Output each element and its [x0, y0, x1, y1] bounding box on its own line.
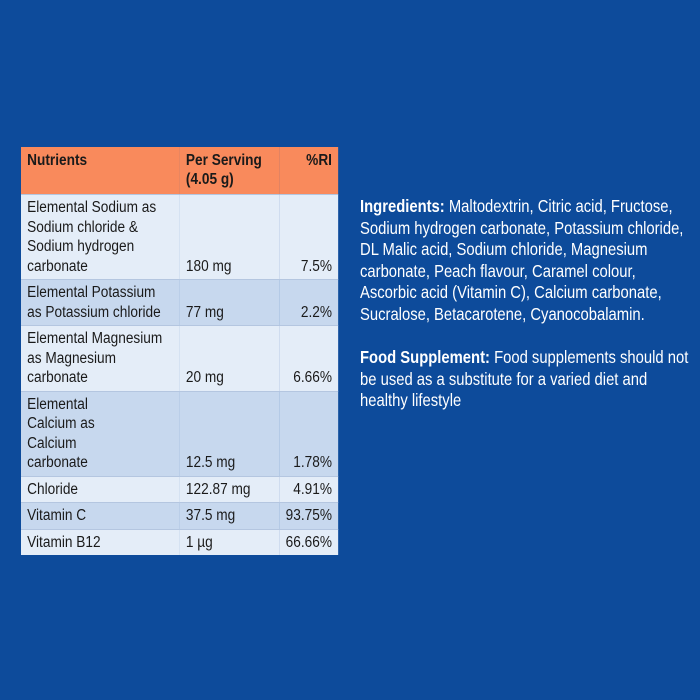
nutrient-amount: 20 mg	[179, 325, 280, 391]
nutrient-name: Vitamin B12	[21, 528, 180, 555]
table-row: Elemental Potassium as Potassium chlorid…	[21, 279, 339, 326]
ingredients-paragraph: Ingredients: Maltodextrin, Citric acid, …	[360, 196, 690, 326]
table-row: Chloride 122.87 mg 4.91%	[21, 475, 339, 503]
nutrient-ri: 7.5%	[279, 194, 339, 280]
nutrient-ri: 6.66%	[279, 325, 339, 391]
nutrient-amount: 122.87 mg	[179, 475, 280, 503]
nutrient-name: Elemental Potassium as Potassium chlorid…	[21, 279, 180, 326]
nutrient-amount: 180 mg	[179, 194, 280, 280]
table-header: Nutrients Per Serving (4.05 g) %RI	[21, 147, 339, 195]
nutrient-amount: 12.5 mg	[179, 390, 280, 476]
nutrient-ri: 1.78%	[279, 390, 339, 476]
ingredients-label: Ingredients:	[360, 196, 445, 216]
nutrient-name: Elemental Magnesium as Magnesium carbona…	[21, 325, 180, 391]
nutrient-ri: 2.2%	[279, 279, 339, 326]
ingredients-text: Maltodextrin, Citric acid, Fructose, Sod…	[360, 196, 684, 324]
nutrient-amount: 1 µg	[179, 528, 280, 555]
header-nutrients: Nutrients	[21, 147, 180, 195]
supplement-text: Food supplements should not be used as a…	[360, 347, 689, 411]
nutrient-ri: 4.91%	[279, 475, 339, 503]
nutrient-ri: 66.66%	[279, 528, 339, 555]
nutrition-table: Nutrients Per Serving (4.05 g) %RI Eleme…	[21, 147, 339, 555]
table-row: Vitamin B12 1 µg 66.66%	[21, 528, 339, 555]
table-row: Elemental Magnesium as Magnesium carbona…	[21, 325, 339, 391]
nutrient-name: Vitamin C	[21, 502, 180, 529]
info-panel: Ingredients: Maltodextrin, Citric acid, …	[360, 196, 690, 434]
supplement-paragraph: Food Supplement: Food supplements should…	[360, 347, 690, 412]
nutrient-ri: 93.75%	[279, 502, 339, 529]
header-per-serving: Per Serving (4.05 g)	[179, 147, 280, 195]
nutrient-name: Elemental Sodium as Sodium chloride & So…	[21, 194, 180, 280]
table-row: Elemental Sodium as Sodium chloride & So…	[21, 194, 339, 280]
table-row: Vitamin C 37.5 mg 93.75%	[21, 502, 339, 529]
nutrient-name: Elemental Calcium as Calcium carbonate	[21, 390, 180, 476]
supplement-label: Food Supplement:	[360, 347, 490, 368]
nutrient-amount: 77 mg	[179, 279, 280, 326]
nutrient-amount: 37.5 mg	[179, 502, 280, 529]
table-row: Elemental Calcium as Calcium carbonate 1…	[21, 390, 339, 476]
header-ri: %RI	[279, 147, 339, 195]
nutrition-table-wrap: Nutrients Per Serving (4.05 g) %RI Eleme…	[21, 147, 339, 555]
nutrient-name: Chloride	[21, 475, 180, 503]
